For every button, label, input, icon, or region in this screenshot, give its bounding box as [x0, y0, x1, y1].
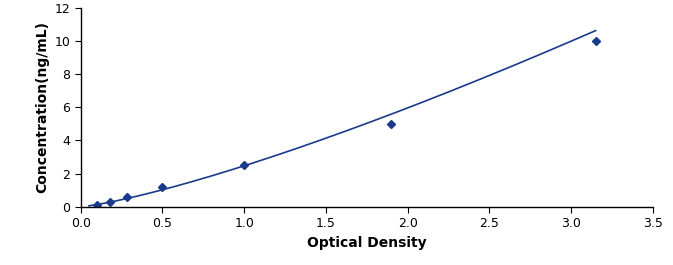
Y-axis label: Concentration(ng/mL): Concentration(ng/mL) [35, 21, 49, 193]
X-axis label: Optical Density: Optical Density [307, 236, 427, 250]
